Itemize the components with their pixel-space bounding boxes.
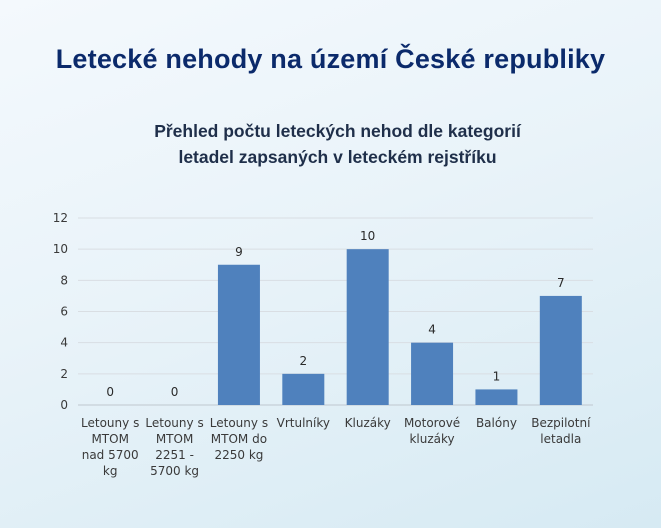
bar-4 (346, 249, 389, 405)
category-label: Letouny s (145, 416, 203, 430)
bar-5 (411, 342, 454, 405)
category-label: kluzáky (409, 432, 454, 446)
data-label: 4 (428, 323, 436, 337)
y-tick-label: 6 (60, 305, 68, 319)
category-label: Balóny (476, 416, 517, 430)
category-label: Kluzáky (345, 416, 391, 430)
y-tick-label: 4 (60, 336, 68, 350)
category-label: Letouny s (210, 416, 268, 430)
y-tick-label: 10 (53, 242, 68, 256)
category-label: letadla (540, 432, 581, 446)
bar-3 (282, 373, 325, 405)
bar-7 (539, 295, 582, 405)
category-label: Motorové (404, 416, 460, 430)
y-tick-label: 8 (60, 273, 68, 287)
category-label: 5700 kg (150, 464, 199, 478)
bar-2 (217, 264, 260, 405)
data-label: 7 (557, 276, 565, 290)
category-label: Bezpilotní (531, 416, 591, 430)
data-label: 0 (106, 385, 114, 399)
category-label: MTOM (156, 432, 193, 446)
y-tick-label: 2 (60, 367, 68, 381)
data-label: 2 (299, 354, 307, 368)
data-label: 1 (493, 369, 501, 383)
category-label: 2250 kg (214, 448, 263, 462)
chart-title-line-1: Přehled počtu leteckých nehod dle katego… (154, 121, 521, 141)
y-tick-label: 12 (53, 211, 68, 225)
category-label: Letouny s (81, 416, 139, 430)
chart-title-line-2: letadel zapsaných v leteckém rejstříku (178, 147, 497, 167)
category-label: nad 5700 (82, 448, 139, 462)
data-label: 10 (360, 229, 375, 243)
category-label: kg (103, 464, 118, 478)
category-label: MTOM do (211, 432, 267, 446)
category-label: Vrtulníky (277, 416, 330, 430)
category-label: MTOM (91, 432, 128, 446)
y-tick-label: 0 (60, 398, 68, 412)
data-label: 9 (235, 245, 243, 259)
data-label: 0 (171, 385, 179, 399)
bar-6 (475, 389, 518, 405)
page-title: Letecké nehody na území České republiky (55, 44, 606, 74)
chart-title: Přehled počtu leteckých nehod dle katego… (110, 118, 565, 170)
category-label: 2251 - (155, 448, 194, 462)
